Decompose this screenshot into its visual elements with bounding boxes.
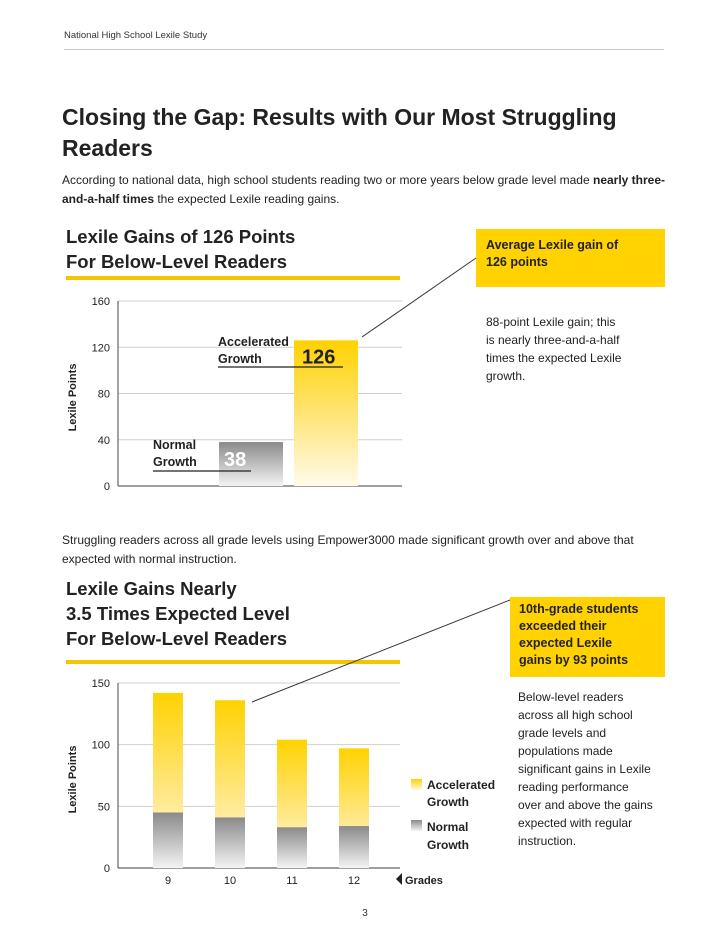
chart1-normal-label-line2: Growth: [153, 455, 197, 469]
chart1-accelerated-label-line2: Growth: [218, 352, 262, 366]
chart1-bar-accelerated: [294, 340, 358, 486]
chart2-bar-normal: [339, 826, 369, 868]
chart2-heading-line3: For Below-Level Readers: [66, 628, 288, 649]
chart2-heading: Lexile Gains Nearly 3.5 Times Expected L…: [66, 576, 290, 651]
chart1-y-tick-label: 80: [98, 389, 110, 401]
legend-normal-line2: Growth: [427, 838, 469, 852]
chart2-callout-text-line: populations made: [518, 744, 613, 758]
chart2-x-tick-label: 11: [286, 875, 297, 887]
page-title: Closing the Gap: Results with Our Most S…: [62, 104, 617, 161]
chart2-bar-normal: [277, 827, 307, 868]
chart2-callout-text-line: instruction.: [518, 834, 577, 848]
chart1-y-tick-label: 40: [98, 435, 110, 447]
chart2-callout-box: 10th-grade students exceeded their expec…: [510, 597, 665, 677]
legend-swatch-normal: [411, 820, 422, 831]
chart2-y-tick-label: 100: [92, 740, 110, 752]
chart2-bar-normal: [215, 817, 245, 868]
chart2-x-tick-label: 9: [165, 875, 171, 887]
chart1-heading-rule: [66, 276, 400, 280]
mid-paragraph: Struggling readers across all grade leve…: [62, 533, 634, 566]
chart2-x-tick-label: 10: [224, 875, 236, 887]
legend-swatch-accelerated: [411, 779, 422, 790]
chart1-callout-line2: 126 points: [486, 255, 548, 269]
chart2-y-tick-label: 0: [104, 863, 110, 875]
chart1-heading-line2: For Below-Level Readers: [66, 251, 288, 272]
chart2-callout-text-line: over and above the gains: [518, 798, 653, 812]
chart1-callout-text-line: growth.: [486, 369, 526, 383]
legend-accelerated-line1: Accelerated: [427, 778, 495, 792]
legend-accelerated-line2: Growth: [427, 795, 469, 809]
chart1-y-tick-label: 160: [92, 296, 110, 308]
chart2: 0 50 100 150 Lexile Points 9 10 11 12 Grades Accel…: [67, 599, 511, 887]
intro-text-start: According to national data, high school …: [62, 173, 593, 187]
chart1-bar-normal-value: 38: [224, 449, 246, 471]
chart1-accelerated-label-line1: Accelerated: [218, 335, 289, 349]
chart1-callout-line1: Average Lexile gain of: [486, 238, 619, 252]
chart2-callout-leader: [251, 599, 511, 703]
chart2-callout-text: Below-level readers across all high scho…: [518, 688, 678, 850]
chart1-callout-text-line: times the expected Lexile: [486, 351, 622, 365]
chart1-bar-accelerated-value: 126: [302, 346, 335, 368]
chart2-heading-line1: Lexile Gains Nearly: [66, 578, 237, 599]
chart1-heading-line1: Lexile Gains of 126 Points: [66, 226, 296, 247]
chart2-callout-text-line: reading performance: [518, 780, 629, 794]
intro-emphasis: nearly three-and-a-half times: [62, 173, 666, 206]
running-head: National High School Lexile Study: [64, 30, 664, 50]
chart2-heading-line2: 3.5 Times Expected Level: [66, 603, 290, 624]
chart2-x-axis-label: Grades: [405, 875, 443, 887]
chart1-callout-text: 88-point Lexile gain; this is nearly thr…: [486, 313, 666, 385]
chart1-callout-box: Average Lexile gain of 126 points: [476, 229, 665, 287]
chart2-y-axis-label: Lexile Points: [67, 746, 79, 814]
chart1-bar-normal: [219, 442, 283, 486]
chart2-callout-line2: exceeded their: [519, 619, 607, 633]
chart2-callout-text-line: significant gains in Lexile: [518, 762, 651, 776]
chart1-y-tick-label: 0: [104, 481, 110, 493]
legend-normal-line1: Normal: [427, 820, 468, 834]
chart1-y-axis-label: Lexile Points: [67, 364, 79, 432]
chart1-callout-text-line: 88-point Lexile gain; this: [486, 315, 616, 329]
chart1-heading: Lexile Gains of 126 Points For Below-Lev…: [66, 224, 295, 274]
chart2-bar-normal: [153, 812, 183, 868]
chart1-callout-text-line: is nearly three-and-a-half: [486, 333, 620, 347]
intro-text-end: the expected Lexile reading gains.: [154, 192, 340, 206]
chart2-callout-text-line: across all high school: [518, 708, 633, 722]
chart1: 0 40 80 120 160 Lexile Points 38 Normal Growth 12…: [67, 257, 477, 493]
chart2-callout-text-line: Below-level readers: [518, 690, 624, 704]
chart2-callout-text-line: expected with regular: [518, 816, 633, 830]
chart1-normal-label-line1: Normal: [153, 438, 196, 452]
chart2-y-tick-label: 150: [92, 678, 110, 690]
chart2-callout-line1: 10th-grade students: [519, 602, 639, 616]
intro-paragraph: According to national data, high school …: [62, 171, 682, 209]
chart2-callout-text-line: grade levels and: [518, 726, 607, 740]
chart1-y-tick-label: 120: [92, 342, 110, 354]
chart1-callout-leader: [361, 257, 477, 338]
chart2-callout-line4: gains by 93 points: [519, 653, 629, 667]
chart2-callout-line3: expected Lexile: [519, 636, 613, 650]
page-number: 3: [362, 908, 368, 919]
chart2-heading-rule: [66, 660, 400, 664]
chart2-y-tick-label: 50: [98, 801, 110, 813]
grades-arrow-icon: [396, 873, 402, 885]
chart2-x-tick-label: 12: [348, 875, 360, 887]
